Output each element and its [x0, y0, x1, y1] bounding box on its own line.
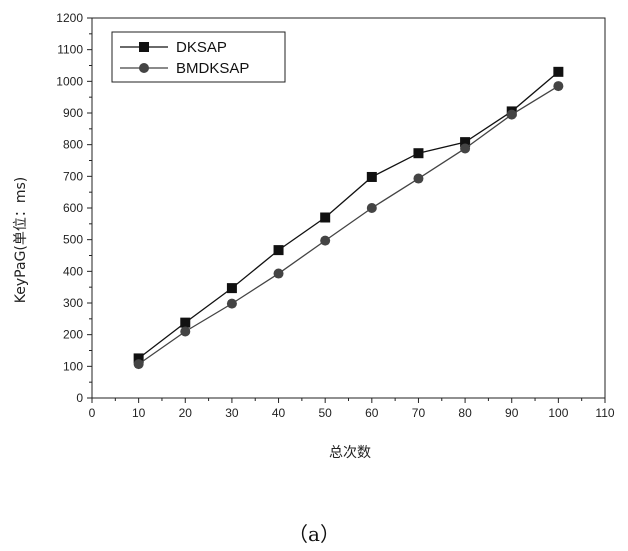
y-axis-ticks: 0 100 200 300 400 500 600 700 800 900 1000 1100 1200 [56, 11, 92, 405]
x-tick-label: 70 [412, 406, 426, 420]
series-bmdksap [134, 81, 564, 369]
data-point-bmdksap [413, 174, 423, 184]
y-tick-label: 500 [63, 233, 83, 247]
x-tick-label: 80 [458, 406, 472, 420]
y-tick-label: 700 [63, 169, 83, 183]
figure-caption: （a） [0, 518, 628, 547]
data-point-bmdksap [274, 269, 284, 279]
legend-swatch-marker [139, 42, 149, 52]
y-tick-label: 100 [63, 359, 83, 373]
y-tick-label: 600 [63, 201, 83, 215]
data-point-bmdksap [367, 203, 377, 213]
x-tick-label: 20 [179, 406, 193, 420]
y-axis-title: KeyPaG(单位：ms) [13, 177, 29, 303]
data-point-dksap [180, 318, 190, 328]
x-tick-label: 110 [595, 406, 614, 420]
x-axis-ticks: 0 10 20 30 40 50 60 70 80 90 100 110 [89, 398, 615, 420]
y-tick-label: 300 [63, 296, 83, 310]
data-point-dksap [320, 213, 330, 223]
x-tick-label: 100 [548, 406, 568, 420]
legend-swatch-marker [139, 63, 149, 73]
data-point-bmdksap [227, 299, 237, 309]
x-tick-label: 90 [505, 406, 519, 420]
data-point-bmdksap [553, 81, 563, 91]
x-tick-label: 30 [225, 406, 239, 420]
legend: DKSAP BMDKSAP [112, 32, 285, 82]
legend-label: BMDKSAP [176, 60, 249, 77]
data-point-bmdksap [460, 143, 470, 153]
y-tick-label: 800 [63, 138, 83, 152]
y-tick-label: 1200 [56, 11, 83, 25]
x-tick-label: 40 [272, 406, 286, 420]
y-tick-label: 400 [63, 264, 83, 278]
data-point-dksap [413, 148, 423, 158]
x-tick-label: 50 [319, 406, 333, 420]
x-tick-label: 60 [365, 406, 379, 420]
line-chart: 0 10 20 30 40 50 60 70 80 90 100 110 0 100 200 300 400 5… [0, 0, 628, 510]
data-point-dksap [367, 172, 377, 182]
data-point-dksap [553, 67, 563, 77]
x-axis-title: 总次数 [329, 445, 371, 461]
data-point-bmdksap [134, 359, 144, 369]
y-tick-label: 900 [63, 106, 83, 120]
legend-label: DKSAP [176, 39, 227, 56]
x-tick-label: 10 [132, 406, 146, 420]
data-point-bmdksap [320, 236, 330, 246]
data-point-dksap [227, 283, 237, 293]
data-point-dksap [274, 245, 284, 255]
series-line-bmdksap [139, 86, 559, 364]
y-tick-label: 0 [76, 391, 83, 405]
series-layer [134, 67, 564, 369]
y-tick-label: 1000 [56, 74, 83, 88]
series-line-dksap [139, 72, 559, 359]
y-tick-label: 1100 [57, 43, 83, 57]
data-point-bmdksap [507, 110, 517, 120]
series-dksap [134, 67, 564, 364]
x-tick-label: 0 [89, 406, 96, 420]
y-tick-label: 200 [63, 328, 83, 342]
data-point-bmdksap [180, 327, 190, 337]
